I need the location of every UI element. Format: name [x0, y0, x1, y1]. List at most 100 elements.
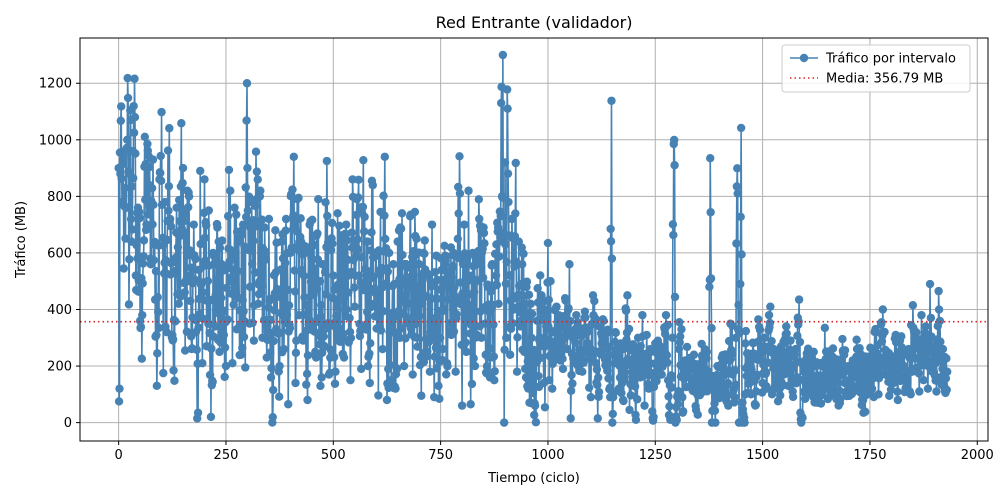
data-point	[674, 344, 684, 354]
data-point	[424, 270, 433, 279]
data-point	[417, 299, 427, 308]
data-point	[232, 210, 241, 219]
x-tick-label: 250	[214, 448, 239, 463]
data-point	[142, 220, 151, 229]
data-point	[874, 390, 883, 399]
data-point	[191, 254, 200, 264]
data-point	[135, 213, 144, 223]
data-point	[239, 332, 249, 342]
data-point	[114, 397, 124, 406]
data-point	[668, 220, 678, 229]
data-point	[467, 379, 477, 389]
data-point	[579, 358, 588, 367]
data-point	[880, 327, 889, 337]
data-point	[190, 275, 200, 285]
data-point	[354, 193, 363, 202]
data-point	[791, 344, 800, 354]
data-point	[440, 241, 449, 251]
y-tick-label: 800	[47, 190, 72, 205]
data-point	[733, 164, 742, 173]
data-point	[290, 287, 300, 296]
data-point	[454, 182, 463, 192]
data-point	[452, 309, 461, 319]
y-tick-label: 200	[47, 360, 72, 375]
data-point	[138, 259, 148, 268]
data-point	[279, 344, 289, 354]
data-point	[934, 305, 944, 314]
data-point	[727, 321, 737, 330]
data-point	[600, 334, 609, 343]
data-point	[303, 351, 313, 360]
data-point	[689, 350, 699, 359]
data-point	[623, 291, 632, 300]
data-point	[500, 158, 510, 167]
data-point	[302, 300, 311, 310]
data-point	[836, 359, 846, 368]
data-point	[153, 293, 162, 302]
data-point	[274, 329, 283, 338]
data-point	[287, 246, 297, 256]
data-point	[198, 359, 207, 368]
data-point	[458, 289, 467, 298]
data-point	[868, 374, 878, 383]
data-point	[282, 310, 292, 320]
data-point	[764, 310, 774, 320]
data-point	[299, 271, 309, 281]
data-point	[667, 373, 677, 383]
data-point	[464, 186, 473, 195]
data-point	[568, 379, 577, 388]
data-point	[766, 302, 775, 311]
data-point	[455, 152, 464, 161]
data-point	[581, 313, 590, 322]
data-point	[164, 182, 174, 191]
data-point	[535, 333, 544, 342]
data-point	[763, 358, 773, 367]
data-point	[673, 400, 683, 409]
data-point	[672, 415, 681, 424]
data-point	[357, 253, 366, 262]
data-point	[586, 392, 596, 402]
data-point	[256, 288, 266, 298]
data-point	[276, 265, 286, 274]
data-point	[350, 302, 359, 311]
data-point	[401, 334, 410, 343]
data-point	[306, 277, 316, 286]
data-point	[455, 189, 465, 198]
data-point	[148, 220, 157, 229]
data-point	[362, 325, 371, 334]
data-point	[545, 376, 554, 385]
data-point	[566, 414, 575, 423]
data-point	[265, 294, 274, 304]
data-point	[665, 402, 674, 411]
data-point	[268, 385, 278, 395]
data-point	[669, 135, 679, 145]
data-point	[737, 250, 746, 259]
y-tick-label: 1200	[39, 77, 72, 92]
data-point	[314, 195, 323, 204]
data-point	[365, 378, 374, 388]
data-point	[363, 361, 373, 371]
data-point	[489, 352, 499, 361]
data-point	[794, 295, 804, 304]
data-point	[539, 304, 548, 313]
legend-series-label: Tráfico por intervalo	[825, 52, 956, 67]
data-point	[135, 207, 144, 217]
data-point	[442, 370, 451, 379]
data-point	[183, 203, 193, 212]
data-point	[217, 293, 226, 303]
data-point	[308, 241, 318, 250]
data-point	[457, 401, 467, 410]
data-point	[230, 203, 239, 212]
data-point	[499, 418, 509, 427]
data-point	[431, 343, 441, 352]
data-point	[364, 267, 374, 276]
data-point	[387, 321, 396, 331]
data-point	[496, 98, 506, 108]
data-point	[156, 168, 165, 178]
data-point	[938, 344, 948, 354]
data-point	[469, 287, 479, 297]
data-point	[321, 198, 330, 207]
data-point	[143, 139, 152, 149]
data-point	[319, 332, 329, 341]
data-point	[492, 280, 502, 290]
